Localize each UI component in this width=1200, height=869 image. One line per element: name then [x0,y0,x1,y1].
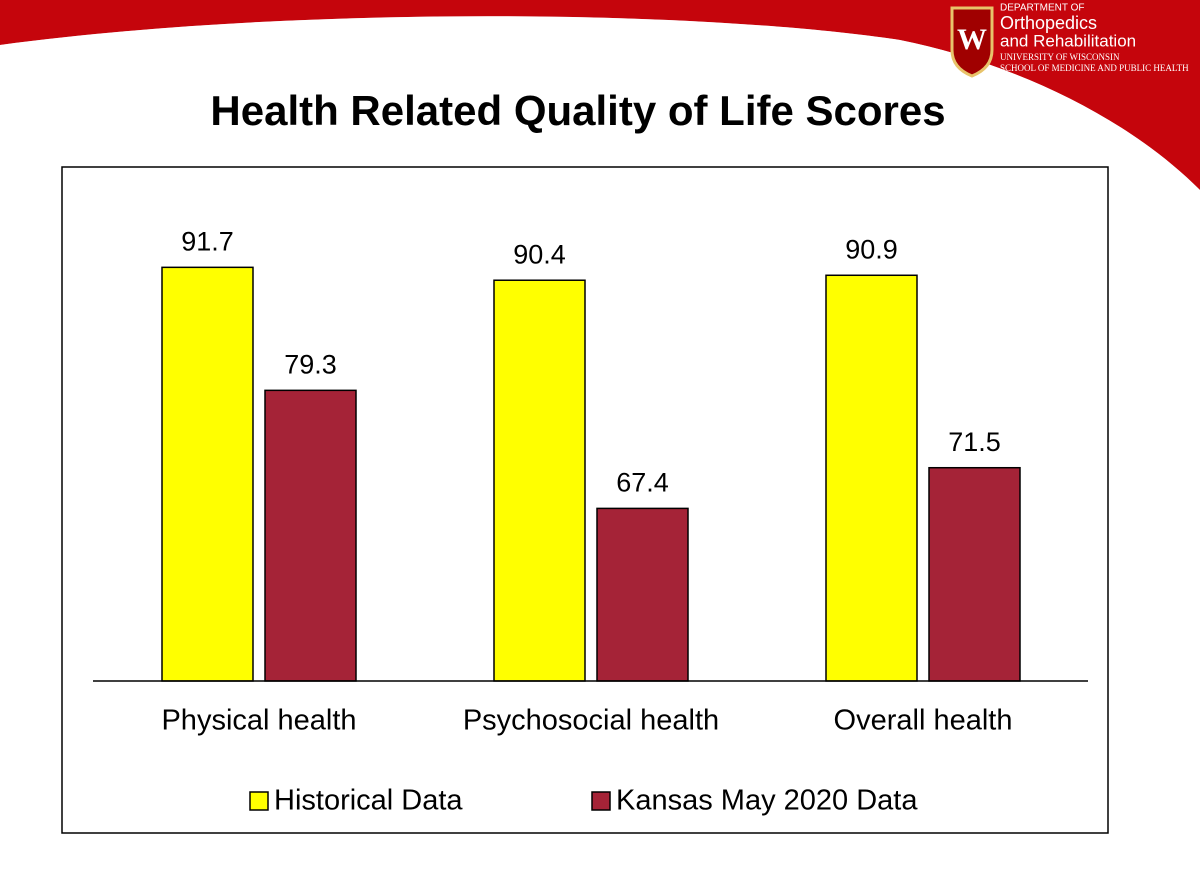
bar [928,466,1021,682]
school: SCHOOL OF MEDICINE AND PUBLIC HEALTH [1000,63,1189,73]
bar [493,279,586,682]
bar [161,266,254,682]
legend-swatch [591,791,611,811]
department: DEPARTMENT OF [1000,3,1084,14]
value-label: 79.3 [284,349,337,379]
chart-title: Health Related Quality of Life Scores [210,87,945,134]
bar [264,389,357,682]
dept-name: and Rehabilitation [1000,31,1136,50]
header-swoosh [0,16,1200,200]
value-label: 90.9 [845,234,898,264]
value-label: 67.4 [616,468,669,498]
logo-shield [950,6,994,78]
chart-frame [61,166,1109,834]
logo-letter: W [957,23,987,56]
x-tick-label: Psychosocial health [463,705,719,737]
header-band [0,0,1200,190]
value-label: 90.4 [513,239,566,269]
legend-swatch [249,791,269,811]
x-tick-label: Physical health [161,705,356,737]
x-tick-label: Overall health [834,705,1013,737]
legend-label: Historical Data [274,785,463,817]
bar [825,274,918,682]
dept-name: Orthopedics [1000,13,1097,33]
legend-label: Kansas May 2020 Data [616,785,918,817]
value-label: 91.7 [181,226,234,256]
bar [596,507,689,682]
value-label: 71.5 [948,427,1001,457]
university: UNIVERSITY OF WISCONSIN [1000,52,1120,62]
